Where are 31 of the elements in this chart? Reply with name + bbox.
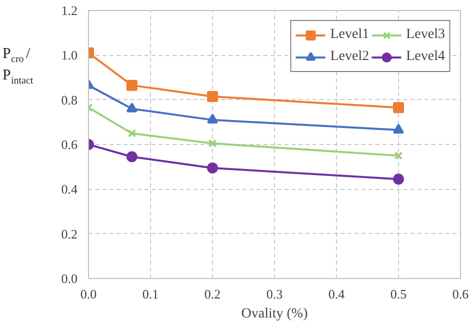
- x-tick-label: 0.1: [142, 286, 159, 302]
- legend-label: Level1: [330, 27, 370, 43]
- x-tick-label: 0.4: [328, 286, 346, 302]
- y-tick-label: 1.0: [61, 48, 78, 63]
- point: [126, 102, 138, 112]
- point: [208, 139, 217, 148]
- x-tick-label: 0.0: [80, 286, 97, 302]
- point: [128, 129, 136, 138]
- point: [126, 151, 138, 162]
- x-tick-label: 0.3: [266, 286, 283, 302]
- x-tick-label: 0.5: [390, 286, 407, 302]
- point: [393, 124, 404, 134]
- point: [394, 151, 403, 160]
- point: [207, 162, 218, 174]
- y-tick-label: 0.8: [61, 92, 78, 108]
- y-tick-label: 0.6: [61, 137, 78, 152]
- legend-label: Level2: [330, 49, 370, 65]
- legend-label: Level4: [406, 49, 445, 65]
- y-tick-label: 0.2: [61, 226, 78, 242]
- x-axis-title: Ovality (%): [241, 306, 308, 322]
- legend-label: Level3: [406, 27, 445, 43]
- x-tick-label: 0.6: [452, 286, 470, 302]
- y-tick-label: 0.4: [61, 182, 78, 197]
- point: [207, 114, 218, 124]
- point: [393, 102, 404, 114]
- point: [126, 80, 138, 91]
- point: [393, 174, 404, 185]
- y-tick-label: 1.2: [61, 3, 78, 18]
- x-tick-label: 0.2: [204, 286, 221, 302]
- point: [207, 90, 218, 102]
- y-tick-label: 0.0: [61, 271, 78, 286]
